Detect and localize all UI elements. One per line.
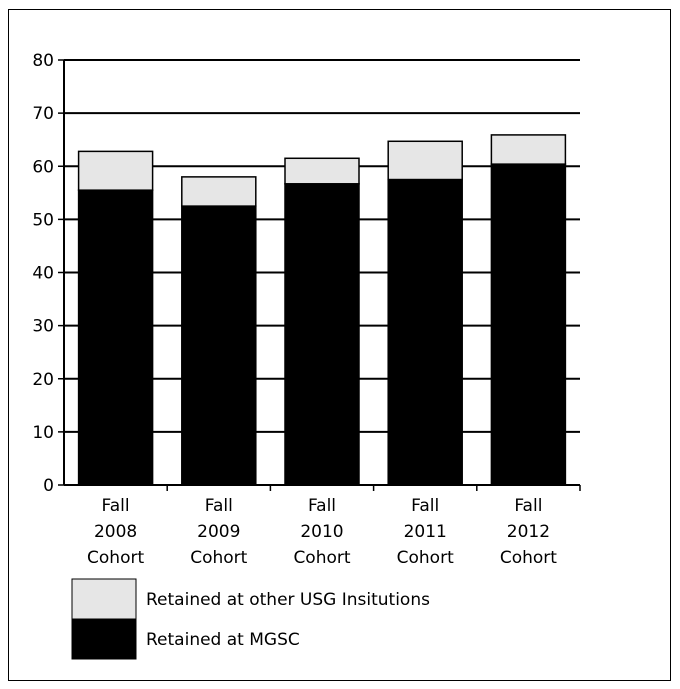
- bar-segment: [490, 163, 567, 486]
- y-tick-label: 60: [32, 157, 54, 177]
- bar-segment: [284, 157, 360, 185]
- bars: [77, 134, 567, 486]
- legend-label: Retained at MGSC: [146, 630, 300, 650]
- bar-segment: [284, 183, 360, 486]
- legend-swatch: [71, 578, 137, 620]
- y-tick-label: 10: [32, 423, 54, 443]
- axes: [58, 59, 581, 491]
- bar-segment: [387, 178, 463, 486]
- legend-swatch: [71, 618, 137, 660]
- x-category-label: Fall 2008 Cohort: [87, 496, 144, 568]
- legend-label: Retained at other USG Insitutions: [146, 590, 430, 610]
- legend: Retained at other USG Insitutions Retaine…: [71, 578, 430, 660]
- y-tick-label: 80: [32, 51, 54, 71]
- x-category-label: Fall 2009 Cohort: [190, 496, 247, 568]
- bar-segment: [181, 205, 257, 486]
- bar-segment: [77, 189, 154, 486]
- y-tick-label: 70: [32, 104, 54, 124]
- x-category-label: Fall 2012 Cohort: [500, 496, 557, 568]
- bar-segment: [181, 176, 257, 207]
- y-tick-label: 40: [32, 264, 54, 284]
- y-tick-label: 30: [32, 317, 54, 337]
- bar-segment: [490, 134, 567, 165]
- y-tick-label: 20: [32, 370, 54, 390]
- y-tick-label: 0: [43, 476, 54, 496]
- x-axis-category-labels: Fall 2008 Cohort Fall 2009 Cohort Fall 2010 Coho…: [87, 496, 557, 568]
- y-tick-label: 50: [32, 210, 54, 230]
- x-category-label: Fall 2011 Cohort: [397, 496, 454, 568]
- bar-segment: [77, 150, 154, 191]
- bar-segment: [387, 140, 463, 181]
- x-category-label: Fall 2010 Cohort: [293, 496, 350, 568]
- y-axis-tick-labels: 0 10 20 30 40 50 60 70 80: [32, 51, 54, 496]
